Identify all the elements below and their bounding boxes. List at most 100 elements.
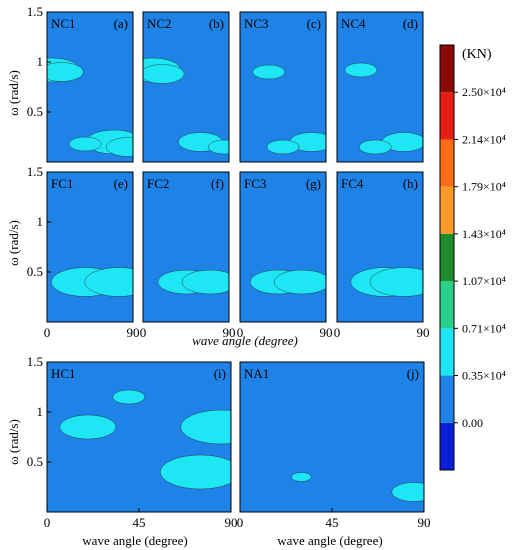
contour-hotspot — [143, 64, 185, 84]
colorbar-frame — [439, 44, 455, 471]
contour-hotspot — [160, 454, 231, 490]
panel-background — [47, 172, 133, 322]
colorbar-tick-label: 2.50×10⁴ — [462, 85, 506, 99]
x-tick-label: 0 — [140, 325, 147, 340]
panel-label: (c) — [307, 16, 321, 31]
y-tick-label: 0.5 — [27, 264, 43, 279]
contour-hotspot — [391, 482, 424, 502]
colorbar-segment — [440, 139, 454, 187]
panel-label: (g) — [306, 176, 321, 191]
panel-background — [337, 172, 423, 322]
xlabel-j: wave angle (degree) — [277, 533, 382, 548]
panel-nc3: NC3 (c) — [239, 11, 327, 163]
x-tick-label: 0 — [44, 325, 51, 340]
panel-fc4: FC4 (h) 0 90 — [334, 171, 430, 340]
panel-frame — [46, 171, 134, 323]
colorbar-tick-label: 0.71×10⁴ — [462, 321, 506, 335]
panel-fc2: FC2 (f) 0 90 — [140, 171, 236, 340]
panel-fc3: FC3 (g) 0 90 — [237, 171, 333, 340]
x-tick-label: 0 — [237, 515, 244, 530]
contour-hotspot — [252, 64, 285, 80]
panel-hc1: HC1 (i) 0.5 1 1.5 0 45 90 — [27, 354, 238, 530]
x-tick-label: 90 — [417, 325, 430, 340]
contour-hotspot — [84, 267, 133, 297]
panel-label: (e) — [114, 176, 128, 191]
colorbar-segment — [440, 233, 454, 282]
contour-hotspot — [47, 62, 84, 82]
y-tick-label: 1 — [37, 404, 44, 419]
panels: NC1 (a) 0.5 1 1.5 NC2 (b) NC3 (c) NC4 (d) FC1 (e) 0.5… — [27, 4, 431, 530]
case-name: HC1 — [51, 366, 76, 381]
contour-hotspot — [359, 139, 392, 155]
colorbar-tick-label: 2.14×10⁴ — [462, 132, 506, 146]
colorbar-tick-label: 0.35×10⁴ — [462, 369, 506, 383]
case-name: FC2 — [147, 176, 169, 191]
panel-label: (a) — [114, 16, 128, 31]
case-name: NC3 — [244, 16, 269, 31]
panel-background — [143, 172, 229, 322]
y-tick-label: 0.5 — [27, 454, 43, 469]
contour-hotspot — [266, 139, 300, 155]
case-name: FC4 — [341, 176, 364, 191]
case-name: NC1 — [51, 16, 76, 31]
case-name: FC3 — [244, 176, 266, 191]
colorbar: 0.00 0.35×10⁴ 0.71×10⁴ 1.07×10⁴ 1.43×10⁴ 1.79… — [439, 44, 506, 471]
x-tick-label: 0 — [44, 515, 51, 530]
colorbar-tick-label: 1.79×10⁴ — [462, 180, 506, 194]
panel-nc4: NC4 (d) — [336, 11, 424, 163]
colorbar-tick-label: 0.00 — [462, 416, 483, 430]
colorbar-unit: (KN) — [462, 47, 492, 62]
panel-frame — [336, 11, 424, 163]
x-tick-label: 90 — [320, 325, 333, 340]
panel-label: (i) — [214, 366, 226, 381]
contour-hotspot — [344, 62, 378, 78]
colorbar-segment — [440, 92, 454, 140]
panel-nc1: NC1 (a) 0.5 1 1.5 — [27, 4, 134, 163]
panel-frame — [239, 11, 327, 163]
y-tick-label: 1.5 — [27, 354, 43, 369]
panel-frame — [142, 11, 230, 163]
contour-hotspot — [208, 139, 229, 155]
ylabel-row1: ω (rad/s) — [6, 70, 21, 116]
x-tick-label: 0 — [237, 325, 244, 340]
panel-label: (j) — [407, 366, 419, 381]
panel-label: (h) — [403, 176, 418, 191]
panel-background — [240, 362, 424, 512]
colorbar-segment — [440, 328, 454, 376]
xlabel-top: wave angle (degree) — [192, 333, 298, 348]
y-tick-label: 1.5 — [27, 164, 43, 179]
x-tick-label: 45 — [133, 515, 146, 530]
xlabel-i: wave angle (degree) — [82, 533, 187, 548]
panel-fc1: FC1 (e) 0.5 1 1.5 0 90 — [27, 164, 140, 340]
colorbar-segment — [440, 375, 454, 423]
y-tick-label: 1 — [37, 214, 44, 229]
contour-hotspot — [112, 389, 145, 405]
contour-hotspot — [291, 472, 312, 482]
panel-label: (b) — [209, 16, 224, 31]
panel-label: (f) — [211, 176, 224, 191]
x-tick-label: 90 — [223, 325, 236, 340]
contour-hotspot — [106, 137, 133, 157]
contour-hotspot — [273, 269, 326, 295]
panel-frame — [46, 11, 134, 163]
colorbar-tick-label: 1.07×10⁴ — [462, 274, 506, 288]
contour-hotspot — [180, 409, 231, 445]
case-name: FC1 — [51, 176, 73, 191]
panel-frame — [336, 171, 424, 323]
case-name: NC2 — [147, 16, 172, 31]
case-name: NA1 — [244, 366, 269, 381]
colorbar-segment — [440, 422, 454, 470]
panel-background — [240, 172, 326, 322]
colorbar-segment — [440, 45, 454, 93]
y-tick-label: 0.5 — [27, 104, 43, 119]
contour-hotspot — [69, 136, 102, 152]
x-tick-label: 0 — [334, 325, 341, 340]
y-tick-label: 1 — [37, 54, 44, 69]
case-name: NC4 — [341, 16, 366, 31]
panel-label: (d) — [403, 16, 418, 31]
contour-hotspot — [59, 414, 117, 440]
contour-hotspot — [369, 267, 423, 297]
x-tick-label: 45 — [326, 515, 339, 530]
panel-frame — [239, 171, 327, 323]
